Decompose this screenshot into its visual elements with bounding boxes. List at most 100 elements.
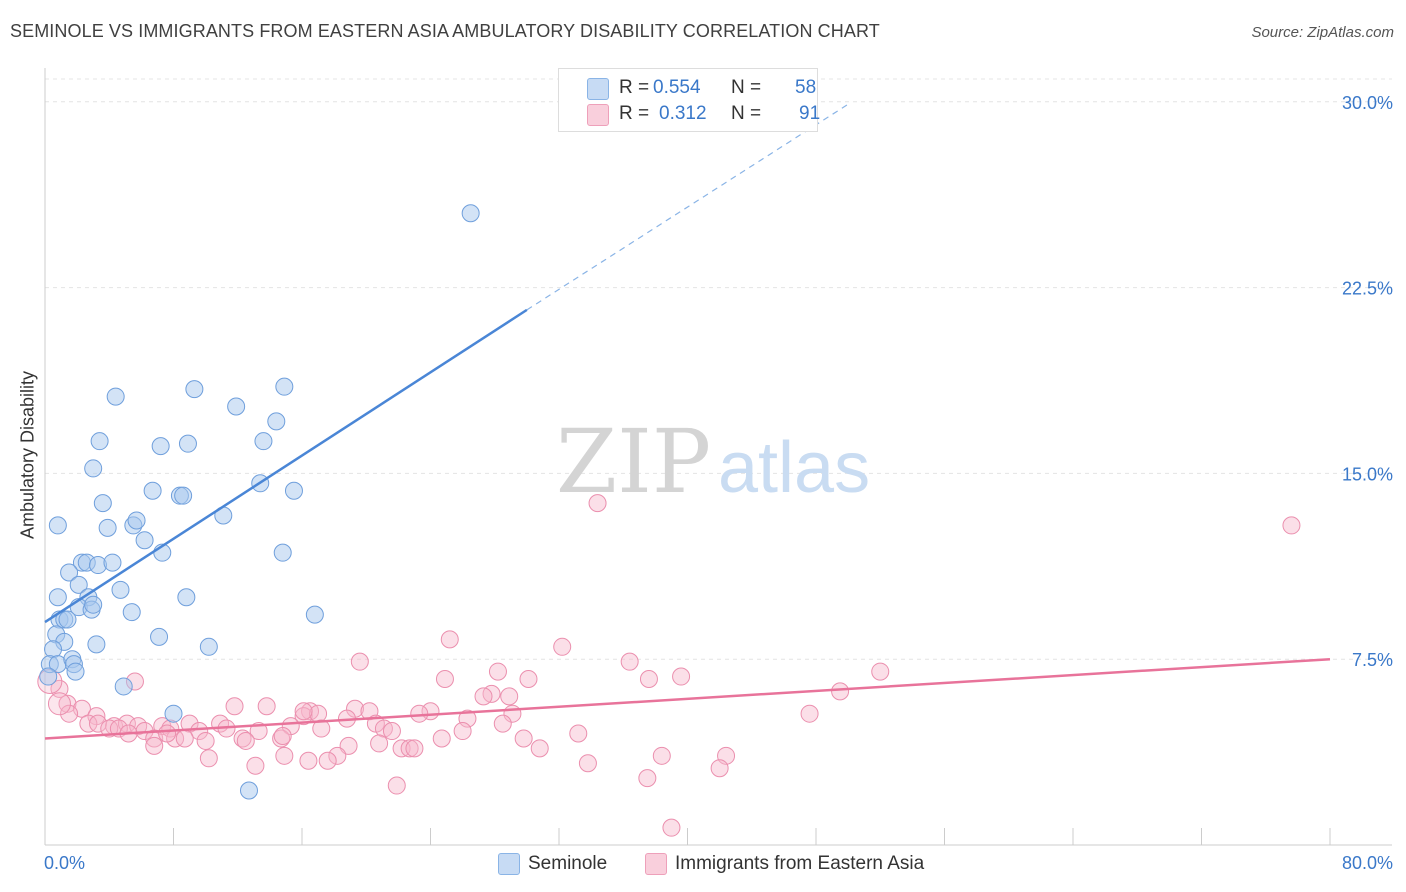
immigrants-point [190,722,209,741]
seminole-point [98,518,117,537]
immigrants-point [435,670,454,689]
seminole-point [178,434,197,453]
bottom-legend-swatch-seminole [498,853,520,875]
immigrants-point [638,769,657,788]
seminole-point [60,563,79,582]
seminole-point [177,588,196,607]
immigrants-point [350,652,369,671]
bottom-legend-label-seminole: Seminole [528,853,608,874]
seminole-point [185,380,204,399]
seminole-point [87,635,106,654]
axes [44,68,1392,846]
watermark: ZIP atlas [556,410,870,513]
immigrants-point [318,751,337,770]
legend-r-label: R = [619,77,650,98]
immigrants-point [453,722,472,741]
immigrants-point [530,739,549,758]
legend-r-value: 0.554 [653,77,701,98]
immigrants-point [180,714,199,733]
immigrants-point [196,731,215,750]
y-tick-label: 30.0% [1342,93,1393,113]
y-tick-label: 15.0% [1342,464,1393,484]
immigrants-point [871,662,890,681]
immigrants-point [89,714,108,733]
immigrants-point [233,729,252,748]
seminole-point [151,437,170,456]
immigrants-point [294,702,313,721]
seminole-point [461,204,480,223]
immigrants-point [312,719,331,738]
immigrants-point [553,637,572,656]
immigrants-point [432,729,451,748]
immigrants-point [294,707,313,726]
tick-labels: 7.5% 15.0% 22.5% 30.0% 0.0% 80.0% [44,93,1393,873]
immigrants-point [145,736,164,755]
seminole-points [39,204,480,800]
immigrants-point [47,692,71,716]
immigrants-point [500,687,519,706]
seminole-point [84,459,103,478]
x-tick-label: 80.0% [1342,853,1393,873]
y-axis-label: Ambulatory Disability [17,370,38,540]
seminole-point [48,516,67,535]
immigrants-point [246,756,265,775]
immigrants-point [519,670,538,689]
seminole-point [90,432,109,451]
immigrants-point [257,697,276,716]
bottom-legend-label-immigrants: Immigrants from Eastern Asia [675,853,925,874]
immigrants-point [410,704,429,723]
immigrants-point [225,697,244,716]
immigrants-point [639,670,658,689]
bottom-legend-swatch-immigrants [645,853,667,875]
immigrants-point [710,759,729,778]
seminole-point [93,494,112,513]
correlation-legend: R = 0.554 N = 58 R = 0.312 N = 91 [558,68,821,132]
immigrants-point [831,682,850,701]
seminole-point [103,553,122,572]
immigrants-point [382,722,401,741]
legend-n-value: 91 [799,103,821,124]
seminole-point [143,481,162,500]
legend-swatch-seminole [587,78,609,100]
legend-r-label: R = [619,103,650,124]
seminole-point [127,511,146,530]
seminole-point [39,667,58,686]
y-tick-label: 22.5% [1342,279,1393,299]
immigrants-point [79,714,98,733]
immigrants-point [273,726,292,745]
seminole-point [273,543,292,562]
seminole-point [284,481,303,500]
legend-n-value: 58 [795,77,817,98]
seminole-point [275,377,294,396]
immigrants-point [578,754,597,773]
legend-swatch-immigrants [587,104,609,126]
immigrants-point [199,749,218,768]
immigrants-point [299,751,318,770]
immigrants-point [328,746,347,765]
watermark-atlas: atlas [718,428,870,508]
y-tick-label: 7.5% [1352,650,1393,670]
seminole-trend-line [44,308,528,624]
immigrants-point [275,746,294,765]
seminole-point [114,677,133,696]
immigrants-point [493,714,512,733]
seminole-point [227,397,246,416]
immigrants-point [440,630,459,649]
seminole-point [111,580,130,599]
seminole-point [66,662,85,681]
immigrants-point [387,776,406,795]
immigrants-point [236,731,255,750]
seminole-point [69,575,88,594]
seminole-point [84,595,103,614]
watermark-zip: ZIP [556,410,711,513]
immigrants-point [672,667,691,686]
seminole-point [164,704,183,723]
seminole-point [58,610,77,629]
immigrants-point [370,734,389,753]
legend-n-label: N = [731,77,762,98]
seminole-point [150,627,169,646]
gridlines [45,78,1392,660]
trend-lines [44,103,1331,740]
chart-title: SEMINOLE VS IMMIGRANTS FROM EASTERN ASIA… [10,21,880,41]
